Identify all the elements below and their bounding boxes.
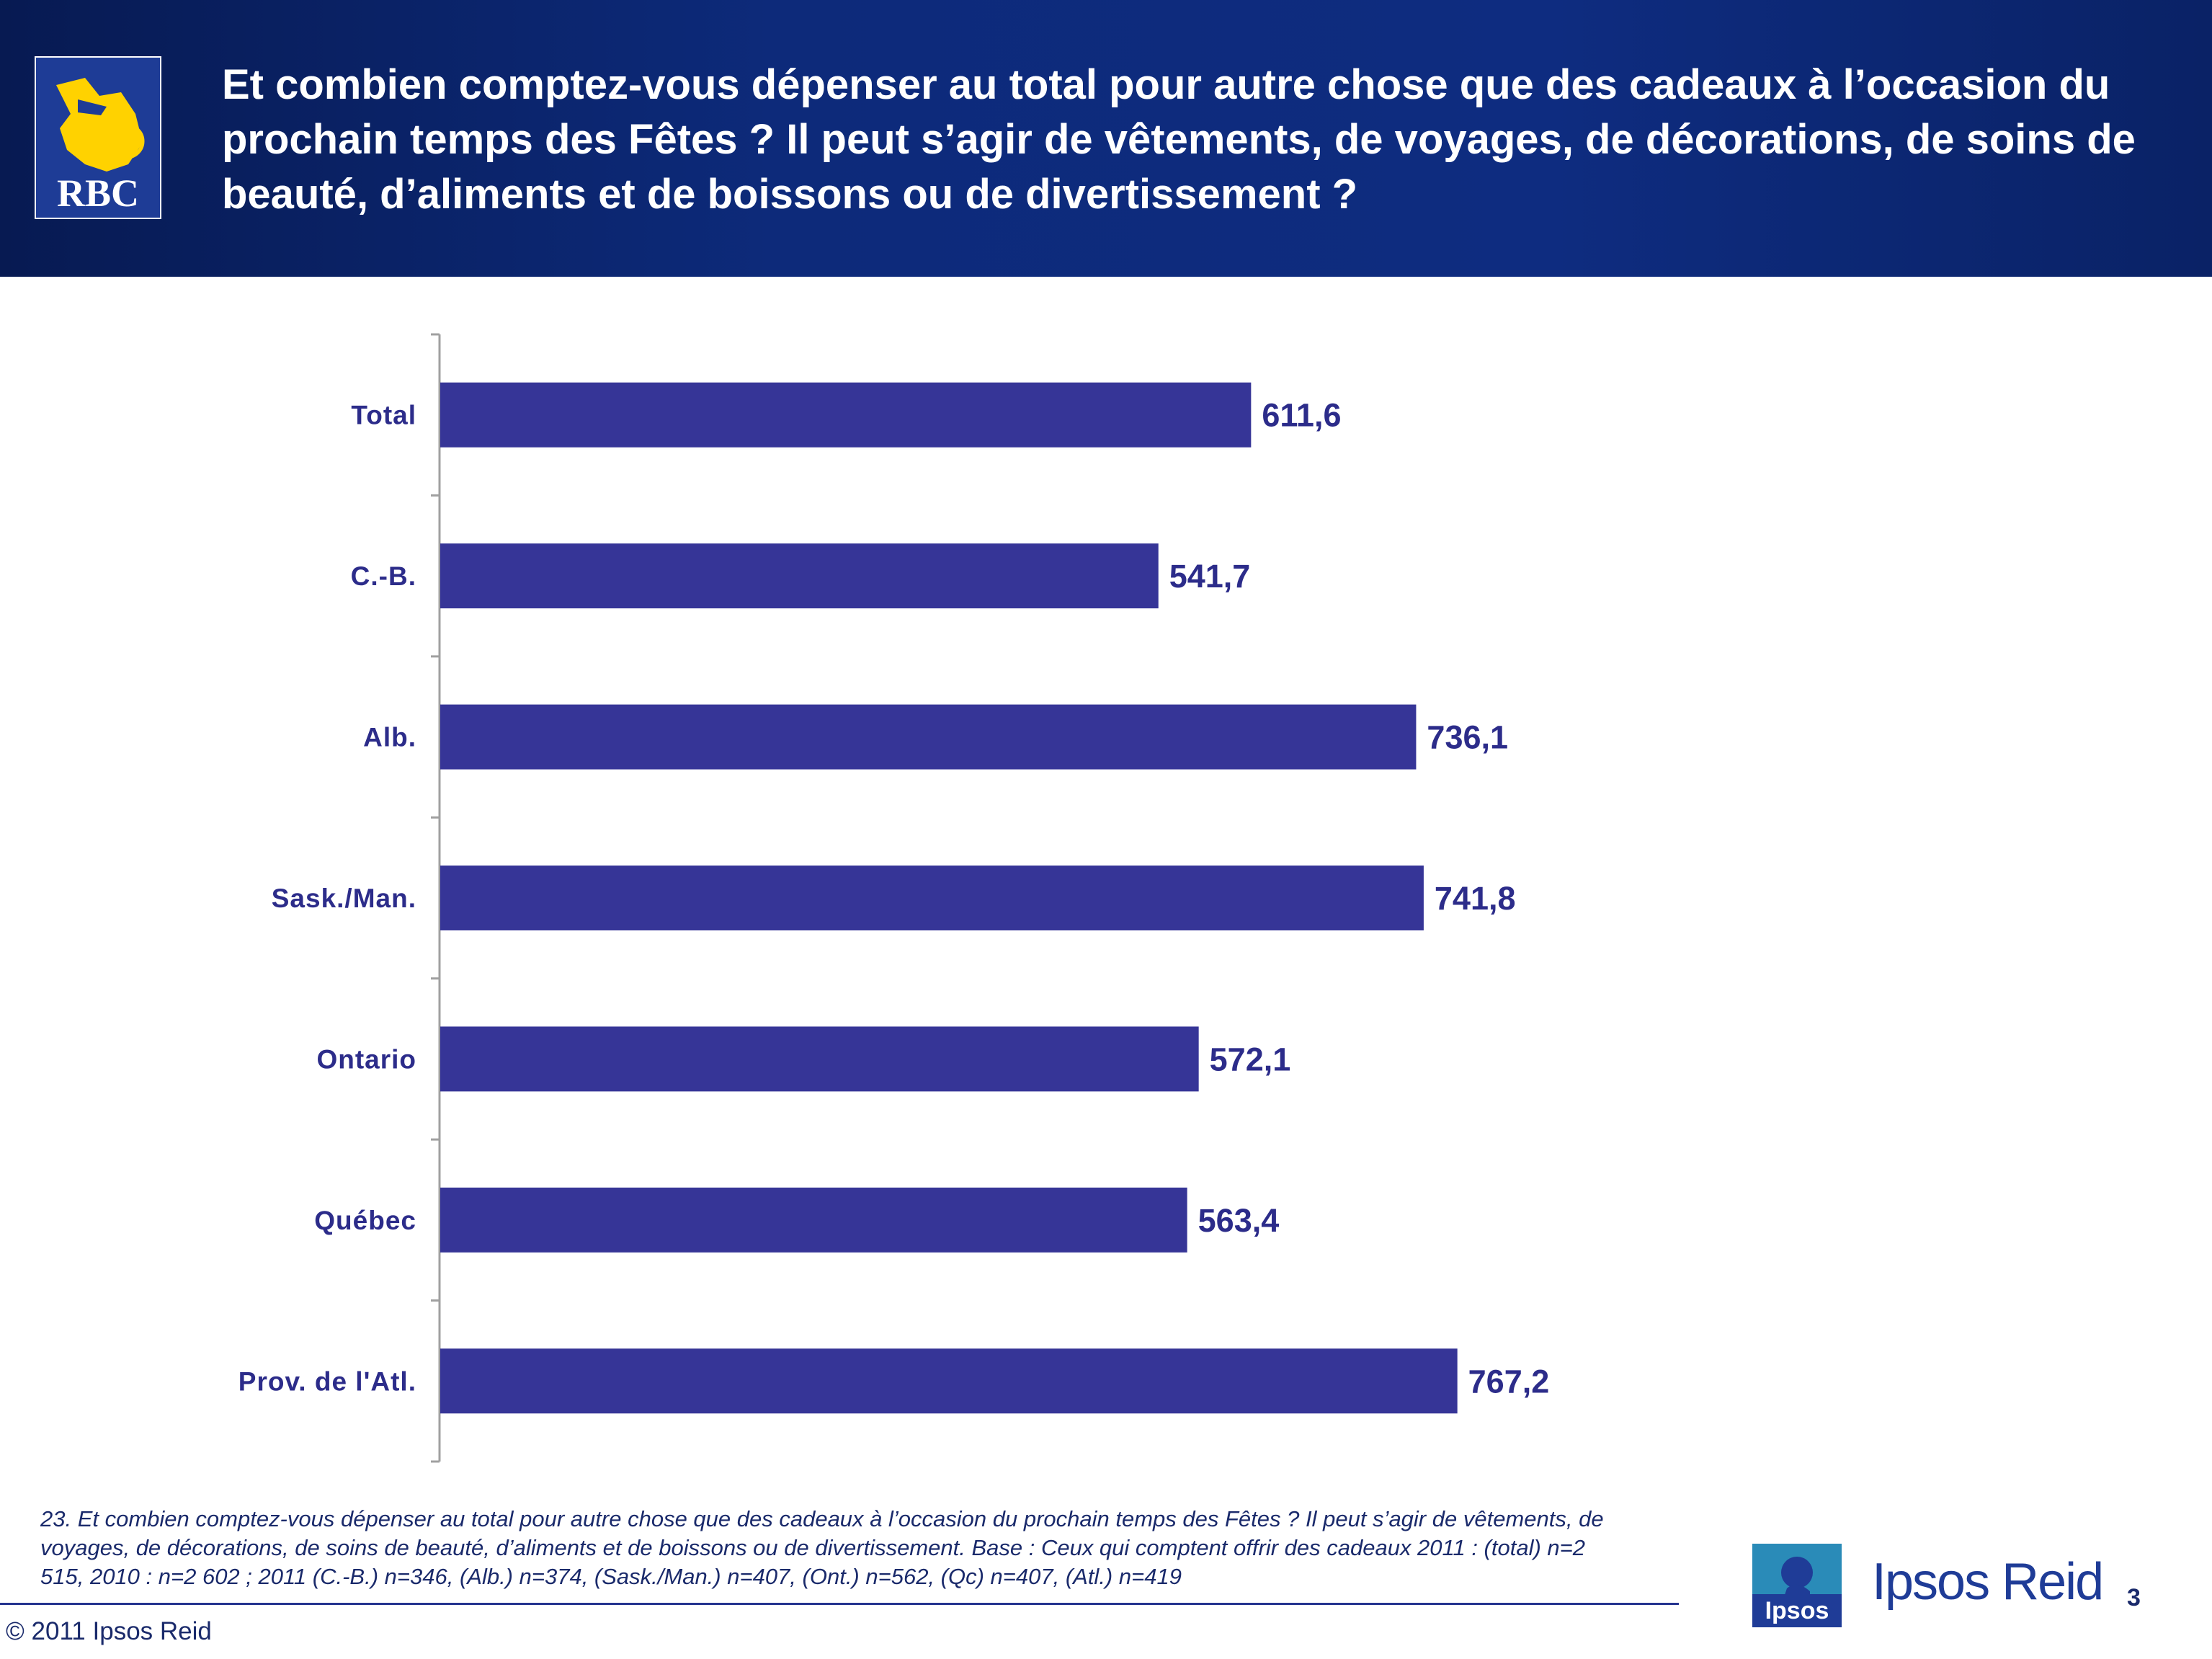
data-label: 736,1 bbox=[1427, 719, 1508, 756]
category-label: Total bbox=[351, 401, 416, 430]
bar bbox=[440, 1187, 1187, 1253]
rbc-logo-text: RBC bbox=[57, 172, 139, 215]
ipsos-reid-wordmark: Ipsos Reid bbox=[1872, 1553, 2104, 1611]
category-label: C.-B. bbox=[351, 561, 416, 591]
bar bbox=[440, 1348, 1458, 1414]
category-label: Prov. de l'Atl. bbox=[238, 1366, 416, 1396]
data-label: 741,8 bbox=[1435, 880, 1516, 917]
bar-chart: Total 611,6 C.-B. 541,7 Alb. 736,1 Sask./Man. 7… bbox=[238, 333, 1550, 1463]
page-number: 3 bbox=[2127, 1584, 2141, 1611]
data-label: 563,4 bbox=[1198, 1202, 1280, 1239]
page-title: Et combien comptez-vous dépenser au tota… bbox=[222, 61, 2136, 218]
header-banner: RBC Et combien comptez-vous dépenser au … bbox=[0, 0, 2212, 277]
copyright: © 2011 Ipsos Reid bbox=[6, 1617, 212, 1645]
category-label: Ontario bbox=[316, 1044, 416, 1074]
data-label: 767,2 bbox=[1468, 1363, 1550, 1400]
bar bbox=[440, 1026, 1199, 1092]
category-label: Alb. bbox=[363, 723, 416, 752]
ipsos-logo-text: Ipsos bbox=[1765, 1597, 1829, 1624]
category-label: Sask./Man. bbox=[272, 884, 416, 913]
rbc-logo: RBC bbox=[35, 56, 161, 219]
footer-divider bbox=[0, 1603, 1679, 1605]
bar bbox=[440, 382, 1252, 448]
category-label: Québec bbox=[314, 1206, 416, 1235]
data-label: 572,1 bbox=[1210, 1041, 1291, 1077]
bar bbox=[440, 704, 1417, 770]
data-label: 611,6 bbox=[1262, 397, 1341, 434]
footnote: 23. Et combien comptez-vous dépenser au … bbox=[40, 1506, 1604, 1589]
bar bbox=[440, 543, 1159, 609]
ipsos-logo: Ipsos bbox=[1752, 1544, 1842, 1627]
data-label: 541,7 bbox=[1169, 558, 1251, 595]
bar bbox=[440, 866, 1424, 930]
